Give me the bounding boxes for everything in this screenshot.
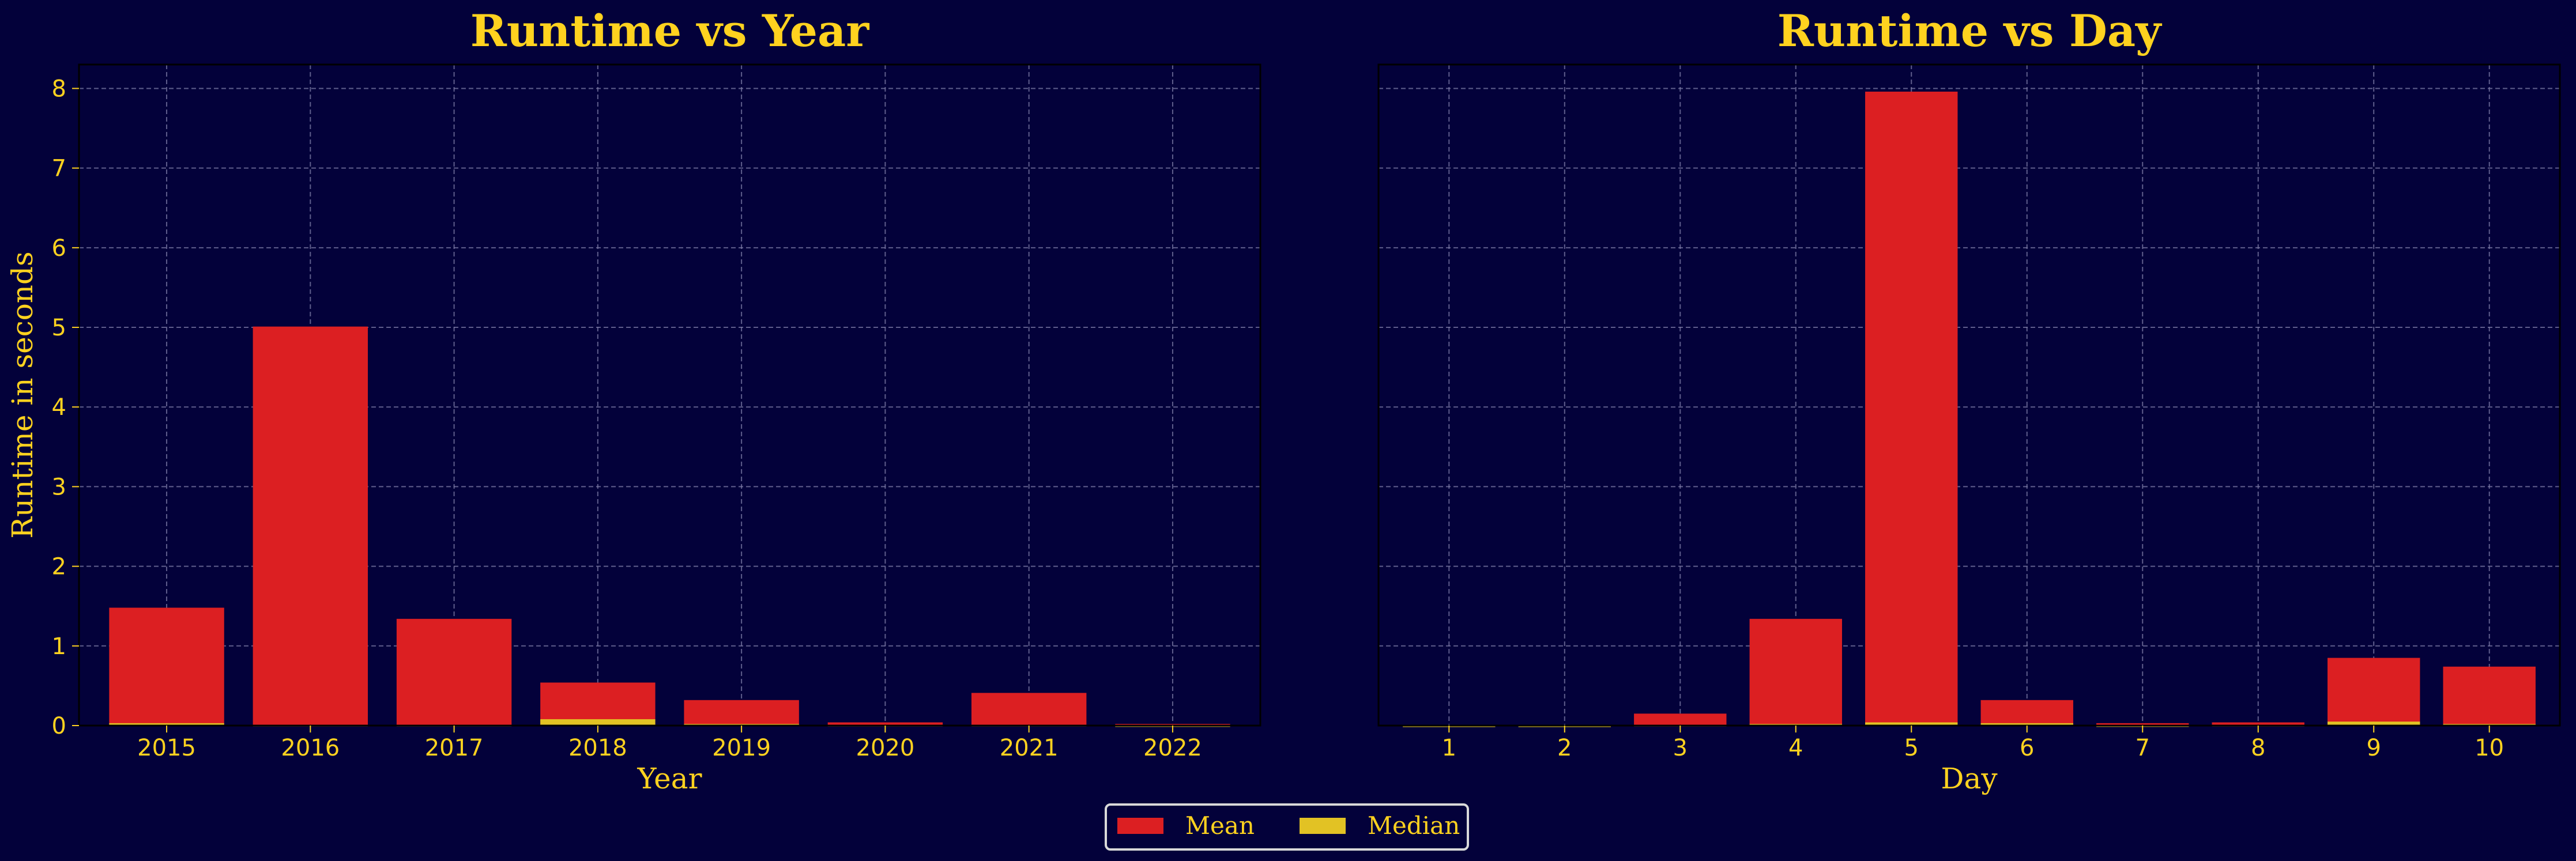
x-tick-label: 2016 <box>281 735 340 761</box>
bar-mean-10 <box>2443 666 2536 726</box>
bar-mean-2015 <box>109 607 224 726</box>
x-tick-label: 5 <box>1904 735 1919 761</box>
legend: Mean Median <box>1105 803 1469 851</box>
chart-panel-2: 1 2 3 4 5 6 7 8 9 10 Runtime vs Day Day <box>1377 5 2561 795</box>
x-tick-label: 4 <box>1788 735 1803 761</box>
y-tick-label: 1 <box>52 633 66 660</box>
legend-box <box>1105 803 1469 851</box>
bar-mean-3 <box>1634 713 1727 726</box>
x-tick-label: 2022 <box>1143 735 1202 761</box>
bar-median-5 <box>1865 722 1958 726</box>
y-tick-label: 7 <box>52 156 66 182</box>
legend-label-mean: Mean <box>1185 811 1255 840</box>
chart-panel-1: 2015 2016 2017 2018 2019 2020 2021 2022 0 1 2 3 4 5 6 7… <box>6 5 1261 795</box>
bar-mean-8 <box>2212 722 2304 726</box>
bar-median-6 <box>1980 723 2073 726</box>
x-tick-label: 1 <box>1442 735 1456 761</box>
x-axis-label: Year <box>637 762 702 795</box>
bar-mean-5 <box>1865 91 1958 726</box>
bar-median-2015 <box>109 723 224 726</box>
chart-title: Runtime vs Year <box>470 5 870 56</box>
x-tick-label: 3 <box>1673 735 1688 761</box>
bar-mean-2020 <box>827 722 943 726</box>
bar-mean-2018 <box>540 682 656 726</box>
x-tick-label: 2 <box>1557 735 1572 761</box>
plot-area <box>1379 65 2560 726</box>
x-tick-label: 9 <box>2366 735 2381 761</box>
x-axis-label: Day <box>1941 762 1998 795</box>
axes-frame <box>78 63 1261 727</box>
bar-mean-2021 <box>971 693 1087 726</box>
chart-title: Runtime vs Day <box>1777 5 2162 56</box>
x-tick-label: 7 <box>2136 735 2150 761</box>
y-tick-label: 5 <box>52 315 66 341</box>
y-tick-label: 0 <box>52 713 66 739</box>
bar-mean-2019 <box>684 700 799 726</box>
legend-swatch-median <box>1300 818 1346 834</box>
bar-mean-6 <box>1980 700 2073 726</box>
bar-median-9 <box>2328 722 2420 726</box>
y-tick-label: 4 <box>52 394 66 421</box>
legend-swatch-mean <box>1117 818 1163 834</box>
y-tick-label: 6 <box>52 235 66 262</box>
y-tick-label: 2 <box>52 554 66 580</box>
x-tick-label: 2019 <box>712 735 771 761</box>
x-tick-label: 2020 <box>856 735 915 761</box>
x-tick-label: 2018 <box>568 735 627 761</box>
x-tick-label: 2021 <box>1000 735 1059 761</box>
y-axis-label: Runtime in seconds <box>6 251 39 538</box>
axes-frame <box>1377 63 2561 727</box>
bar-mean-7 <box>2096 723 2189 726</box>
bar-mean-2016 <box>253 326 368 726</box>
x-tick-label: 6 <box>2020 735 2034 761</box>
legend-label-median: Median <box>1368 811 1460 840</box>
bar-median-2018 <box>540 719 656 726</box>
bar-mean-2017 <box>396 618 512 726</box>
x-tick-label: 8 <box>2251 735 2265 761</box>
x-tick-label: 2015 <box>137 735 196 761</box>
bar-mean-4 <box>1749 618 1842 726</box>
x-tick-label: 10 <box>2475 735 2504 761</box>
y-tick-label: 8 <box>52 75 66 102</box>
chart-panels: 2015 2016 2017 2018 2019 2020 2021 2022 0 1 2 3 4 5 6 7… <box>6 5 2561 795</box>
y-tick-label: 3 <box>52 474 66 500</box>
x-tick-label: 2017 <box>425 735 484 761</box>
bar-mean-9 <box>2328 658 2420 726</box>
